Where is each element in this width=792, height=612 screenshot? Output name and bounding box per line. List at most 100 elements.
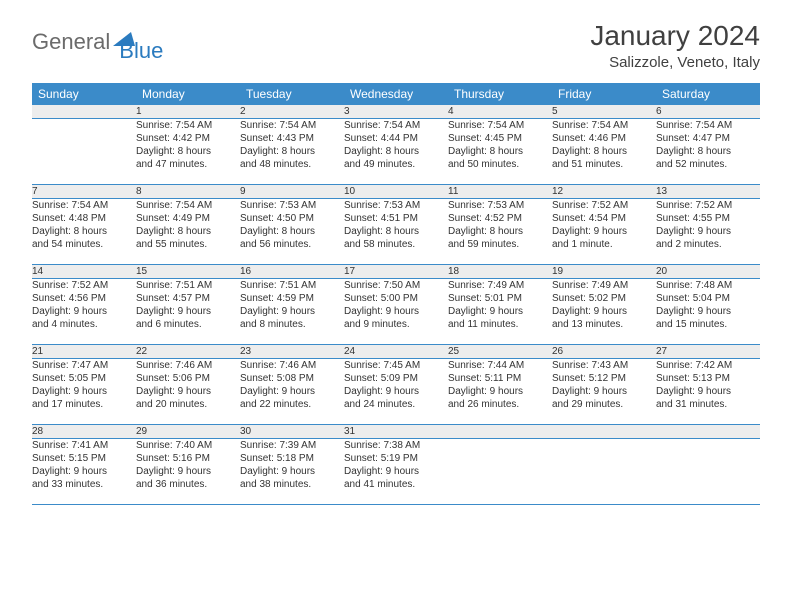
day-number: 17 — [344, 265, 448, 279]
day-cell-line: and 52 minutes. — [656, 158, 760, 171]
day-number: 28 — [32, 425, 136, 439]
day-cell-line: Sunset: 4:43 PM — [240, 132, 344, 145]
day-cell-line: Daylight: 9 hours — [240, 465, 344, 478]
day-cell-line: Sunset: 4:57 PM — [136, 292, 240, 305]
day-cell-line: Daylight: 8 hours — [344, 145, 448, 158]
day-cell-line: Sunset: 5:02 PM — [552, 292, 656, 305]
day-cell-line: and 56 minutes. — [240, 238, 344, 251]
month-title: January 2024 — [590, 20, 760, 52]
day-cell-line: and 1 minute. — [552, 238, 656, 251]
day-cell-line: Daylight: 9 hours — [656, 305, 760, 318]
day-cell-line: Daylight: 9 hours — [344, 465, 448, 478]
day-cell-line: Daylight: 8 hours — [344, 225, 448, 238]
day-cell-line: Sunset: 5:06 PM — [136, 372, 240, 385]
day-content-row: Sunrise: 7:54 AMSunset: 4:42 PMDaylight:… — [32, 119, 760, 185]
day-number: 11 — [448, 185, 552, 199]
day-cell-line: Sunset: 5:16 PM — [136, 452, 240, 465]
day-cell: Sunrise: 7:49 AMSunset: 5:01 PMDaylight:… — [448, 279, 552, 345]
day-cell-line: Sunset: 4:44 PM — [344, 132, 448, 145]
day-cell-line: Sunrise: 7:54 AM — [656, 119, 760, 132]
day-number: 21 — [32, 345, 136, 359]
day-cell-line: Daylight: 9 hours — [448, 385, 552, 398]
header: General Blue January 2024 Salizzole, Ven… — [32, 20, 760, 71]
day-cell-line: Sunrise: 7:47 AM — [32, 359, 136, 372]
day-cell-line: Sunset: 5:05 PM — [32, 372, 136, 385]
day-cell-line: and 47 minutes. — [136, 158, 240, 171]
day-header: Monday — [136, 83, 240, 105]
day-number — [448, 425, 552, 439]
day-cell: Sunrise: 7:48 AMSunset: 5:04 PMDaylight:… — [656, 279, 760, 345]
day-header: Tuesday — [240, 83, 344, 105]
day-cell-line: Sunrise: 7:42 AM — [656, 359, 760, 372]
day-number: 27 — [656, 345, 760, 359]
day-cell-line: Sunrise: 7:53 AM — [240, 199, 344, 212]
day-cell: Sunrise: 7:46 AMSunset: 5:08 PMDaylight:… — [240, 359, 344, 425]
day-number: 6 — [656, 105, 760, 119]
day-number: 4 — [448, 105, 552, 119]
day-cell-line: Sunrise: 7:53 AM — [448, 199, 552, 212]
day-number — [32, 105, 136, 119]
day-cell-line: Sunrise: 7:43 AM — [552, 359, 656, 372]
day-cell: Sunrise: 7:53 AMSunset: 4:50 PMDaylight:… — [240, 199, 344, 265]
title-block: January 2024 Salizzole, Veneto, Italy — [590, 20, 760, 71]
day-cell-line: and 41 minutes. — [344, 478, 448, 491]
day-number-row: 78910111213 — [32, 185, 760, 199]
day-cell-line: Sunrise: 7:51 AM — [136, 279, 240, 292]
day-cell-line: and 38 minutes. — [240, 478, 344, 491]
day-cell-line: Sunrise: 7:52 AM — [32, 279, 136, 292]
day-cell: Sunrise: 7:51 AMSunset: 4:59 PMDaylight:… — [240, 279, 344, 345]
day-number: 20 — [656, 265, 760, 279]
day-header: Thursday — [448, 83, 552, 105]
day-cell: Sunrise: 7:52 AMSunset: 4:56 PMDaylight:… — [32, 279, 136, 345]
day-cell: Sunrise: 7:46 AMSunset: 5:06 PMDaylight:… — [136, 359, 240, 425]
day-cell-line: Daylight: 9 hours — [32, 385, 136, 398]
day-cell: Sunrise: 7:42 AMSunset: 5:13 PMDaylight:… — [656, 359, 760, 425]
day-cell — [32, 119, 136, 185]
day-cell-line: Daylight: 9 hours — [656, 385, 760, 398]
day-cell-line: Sunset: 4:48 PM — [32, 212, 136, 225]
day-cell-line: Sunset: 4:55 PM — [656, 212, 760, 225]
day-header: Saturday — [656, 83, 760, 105]
day-cell-line: Daylight: 8 hours — [448, 225, 552, 238]
day-cell: Sunrise: 7:41 AMSunset: 5:15 PMDaylight:… — [32, 439, 136, 505]
day-cell-line: Daylight: 8 hours — [240, 145, 344, 158]
day-cell: Sunrise: 7:47 AMSunset: 5:05 PMDaylight:… — [32, 359, 136, 425]
day-cell-line: Sunset: 5:01 PM — [448, 292, 552, 305]
day-number: 12 — [552, 185, 656, 199]
day-cell-line: Daylight: 9 hours — [136, 385, 240, 398]
day-cell-line: Sunrise: 7:46 AM — [240, 359, 344, 372]
day-cell-line: Daylight: 9 hours — [32, 465, 136, 478]
day-cell-line: Daylight: 9 hours — [136, 465, 240, 478]
day-cell-line: Sunrise: 7:54 AM — [448, 119, 552, 132]
day-cell-line: Daylight: 8 hours — [32, 225, 136, 238]
calendar-table: SundayMondayTuesdayWednesdayThursdayFrid… — [32, 83, 760, 505]
day-cell-line: Sunrise: 7:49 AM — [552, 279, 656, 292]
day-cell: Sunrise: 7:54 AMSunset: 4:48 PMDaylight:… — [32, 199, 136, 265]
day-cell-line: Sunset: 4:59 PM — [240, 292, 344, 305]
day-number: 7 — [32, 185, 136, 199]
day-cell: Sunrise: 7:54 AMSunset: 4:43 PMDaylight:… — [240, 119, 344, 185]
day-cell-line: Daylight: 8 hours — [656, 145, 760, 158]
day-cell-line: Daylight: 9 hours — [344, 385, 448, 398]
day-cell-line: Sunset: 5:15 PM — [32, 452, 136, 465]
day-cell-line: Sunset: 4:45 PM — [448, 132, 552, 145]
day-cell-line: Daylight: 9 hours — [240, 385, 344, 398]
day-header: Sunday — [32, 83, 136, 105]
day-cell-line: and 58 minutes. — [344, 238, 448, 251]
day-cell-line: and 15 minutes. — [656, 318, 760, 331]
location: Salizzole, Veneto, Italy — [590, 54, 760, 71]
day-cell-line: Sunset: 4:47 PM — [656, 132, 760, 145]
day-number: 18 — [448, 265, 552, 279]
day-cell-line: and 26 minutes. — [448, 398, 552, 411]
day-cell-line: Daylight: 8 hours — [448, 145, 552, 158]
day-cell-line: Sunset: 4:51 PM — [344, 212, 448, 225]
day-cell-line: Sunset: 5:13 PM — [656, 372, 760, 385]
day-cell-line: Sunset: 4:42 PM — [136, 132, 240, 145]
logo-text-blue: Blue — [119, 38, 163, 64]
day-cell-line: Sunset: 4:56 PM — [32, 292, 136, 305]
logo-text-general: General — [32, 29, 110, 55]
day-cell-line: and 50 minutes. — [448, 158, 552, 171]
day-cell: Sunrise: 7:40 AMSunset: 5:16 PMDaylight:… — [136, 439, 240, 505]
day-cell-line: Sunrise: 7:44 AM — [448, 359, 552, 372]
day-content-row: Sunrise: 7:47 AMSunset: 5:05 PMDaylight:… — [32, 359, 760, 425]
